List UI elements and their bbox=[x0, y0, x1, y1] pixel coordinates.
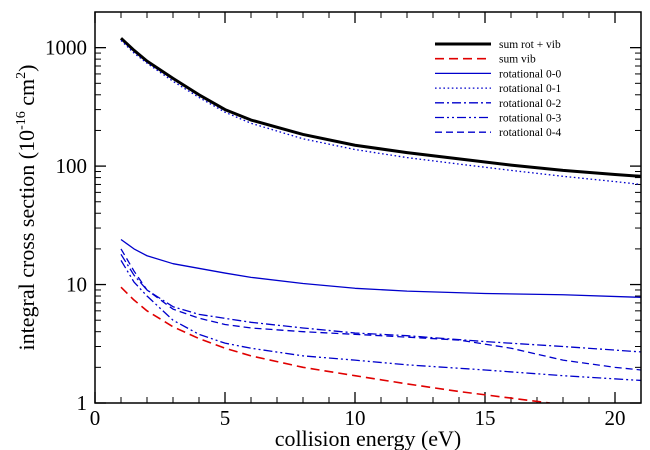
y-tick-label: 1000 bbox=[45, 36, 87, 60]
tick-label-layer: 0 5 10 15 20 1 10 100 1000 bbox=[45, 36, 626, 430]
series-layer bbox=[119, 37, 641, 403]
legend-label-3: rotational 0-1 bbox=[499, 83, 562, 95]
plot-frame bbox=[94, 11, 642, 404]
y-tick-label: 100 bbox=[56, 154, 88, 178]
series-line-3 bbox=[120, 40, 641, 186]
legend-label-0: sum rot + vib bbox=[499, 39, 561, 51]
y-axis-title-suffix: ) bbox=[14, 65, 39, 72]
y-axis-title-exp1: -16 bbox=[14, 111, 29, 130]
x-tick-label: 0 bbox=[90, 406, 101, 430]
y-axis-title-prefix: integral cross section (10 bbox=[14, 130, 39, 351]
legend-label-4: rotational 0-2 bbox=[499, 98, 562, 110]
x-tick-label: 20 bbox=[605, 406, 626, 430]
y-tick-label: 1 bbox=[77, 391, 88, 415]
legend-label-6: rotational 0-4 bbox=[499, 127, 562, 139]
y-axis-title-exp2: 2 bbox=[14, 72, 29, 79]
y-axis-title-mid: cm bbox=[14, 79, 39, 111]
x-axis-title: collision energy (eV) bbox=[275, 426, 462, 450]
series-line-1 bbox=[120, 286, 551, 403]
series-line-0 bbox=[119, 37, 641, 178]
x-tick-label: 5 bbox=[220, 406, 231, 430]
legend: sum rot + vib sum vib rotational 0-0 rotati… bbox=[435, 39, 562, 139]
series-line-5 bbox=[120, 260, 641, 382]
y-axis-title: integral cross section (10-16 cm2) bbox=[14, 65, 39, 351]
ticks-layer bbox=[94, 11, 642, 404]
legend-label-2: rotational 0-0 bbox=[499, 68, 562, 80]
legend-label-1: sum vib bbox=[499, 54, 536, 66]
x-tick-label: 15 bbox=[475, 406, 496, 430]
series-line-2 bbox=[120, 238, 641, 298]
series-line-6 bbox=[120, 248, 641, 371]
legend-label-5: rotational 0-3 bbox=[499, 113, 562, 125]
y-tick-label: 10 bbox=[66, 273, 87, 297]
x-tick-label: 10 bbox=[345, 406, 366, 430]
